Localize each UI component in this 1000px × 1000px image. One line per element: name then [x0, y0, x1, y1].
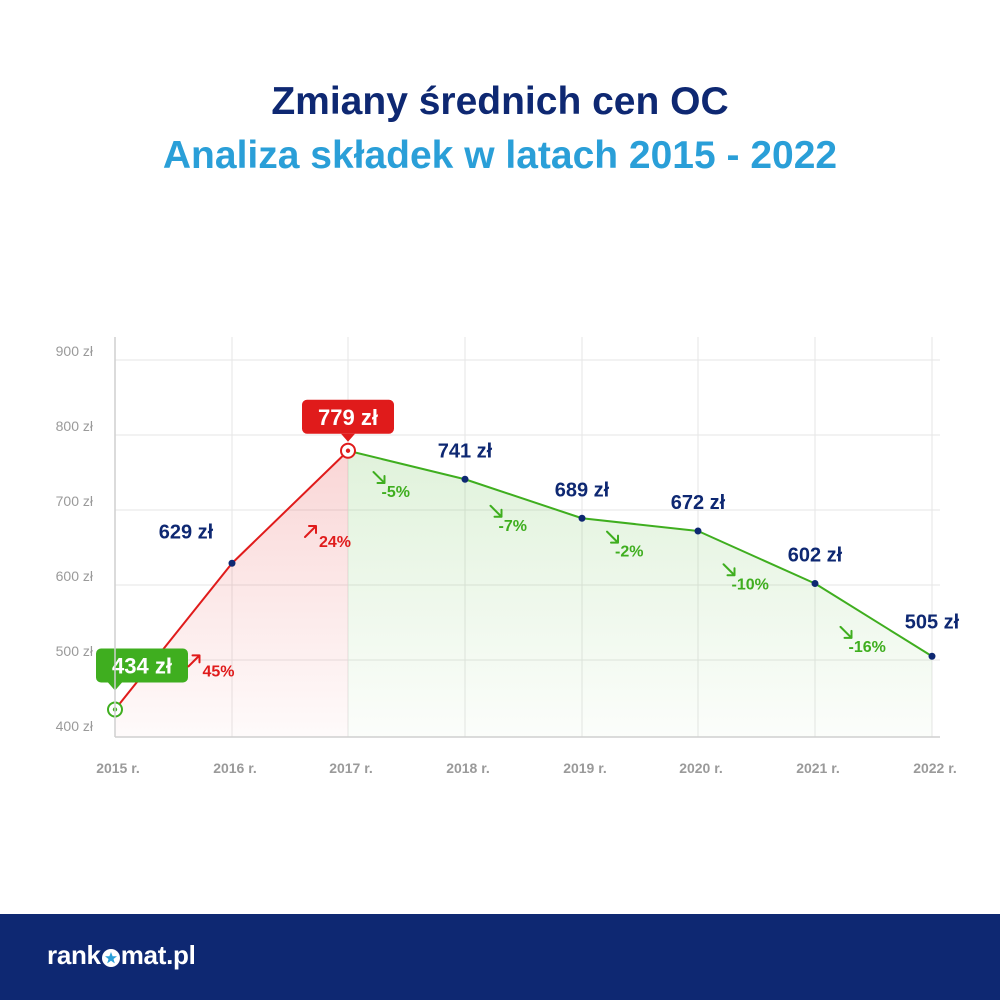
arrow-down-icon [722, 563, 736, 577]
footer-bar: rank mat.pl [0, 914, 1000, 1000]
line-segment [464, 478, 583, 520]
series-line [114, 449, 933, 711]
change-annotation: 24% [304, 525, 351, 551]
line-segment [581, 517, 699, 532]
line-segment [697, 530, 816, 585]
max-label-box [302, 399, 394, 434]
y-tick-label: 700 zł [56, 493, 94, 509]
x-tick-label: 2021 r. [796, 760, 840, 776]
line-segment [114, 562, 233, 711]
x-tick-label: 2016 r. [213, 760, 257, 776]
arrow-down-icon [606, 530, 619, 544]
change-annotation: -5% [372, 471, 410, 501]
chart-subtitle: Analiza składek w latach 2015 - 2022 [162, 134, 838, 177]
data-label: 779 zł [318, 405, 378, 430]
data-label: 672 zł [671, 492, 726, 514]
change-label: -16% [849, 639, 886, 656]
area-decrease [348, 450, 932, 737]
y-tick-label: 400 zł [56, 718, 94, 734]
data-point [578, 514, 586, 522]
line-segment [814, 582, 933, 658]
x-tick-label: 2018 r. [446, 760, 490, 776]
change-label: 24% [319, 534, 351, 551]
max-label-pointer [341, 433, 355, 442]
change-label: -10% [732, 576, 769, 593]
change-annotation: -7% [489, 504, 527, 535]
arrow-down-icon [839, 625, 853, 639]
data-point-center [345, 448, 351, 453]
data-labels: 434 zł 629 zł 779 zł 741 zł 689 zł 672 zł 602 … [96, 399, 960, 691]
data-point [461, 475, 469, 483]
change-annotation: 45% [187, 654, 235, 680]
change-label: -5% [382, 484, 410, 501]
arrow-down-icon [489, 504, 503, 518]
data-point [811, 580, 819, 587]
data-label: 602 zł [788, 545, 843, 567]
change-label: -2% [615, 544, 643, 561]
star-icon [101, 948, 120, 967]
axes: 400 zł 500 zł 600 zł 700 zł 800 zł 900 zł 2015… [56, 337, 957, 776]
x-tick-label: 2015 r. [96, 760, 140, 776]
y-tick-label: 600 zł [56, 568, 94, 584]
data-label: 629 zł [159, 521, 214, 543]
line-segment [231, 450, 349, 564]
data-label: 505 zł [905, 611, 960, 633]
change-annotation: -16% [839, 625, 886, 656]
change-label: 45% [203, 663, 235, 680]
arrow-up-icon [304, 525, 317, 538]
logo-text-part2: mat.pl [120, 940, 196, 970]
arrow-down-icon [372, 471, 386, 484]
y-tick-label: 800 zł [56, 418, 94, 434]
data-point [228, 559, 236, 567]
x-tick-label: 2019 r. [563, 760, 607, 776]
data-label: 689 zł [555, 479, 610, 501]
data-point [694, 527, 702, 535]
logo-text-part1: rank [47, 940, 101, 970]
y-tick-label: 900 zł [56, 343, 94, 359]
chart-title: Zmiany średnich cen OC [271, 80, 729, 123]
x-tick-label: 2022 r. [913, 760, 957, 776]
min-label-box [96, 648, 188, 683]
change-annotation: -2% [606, 530, 643, 561]
x-tick-label: 2017 r. [329, 760, 373, 776]
arrow-up-icon [187, 654, 201, 668]
x-tick-label: 2020 r. [679, 760, 723, 776]
data-label: 741 zł [438, 440, 493, 462]
change-annotation: -10% [722, 563, 769, 593]
line-segment [347, 449, 466, 481]
y-tick-label: 500 zł [56, 643, 94, 659]
data-label: 434 zł [112, 654, 172, 679]
change-label: -7% [499, 518, 527, 535]
area-fill [115, 450, 932, 737]
rankomat-logo[interactable]: rank mat.pl [47, 940, 196, 971]
data-point [928, 652, 936, 660]
